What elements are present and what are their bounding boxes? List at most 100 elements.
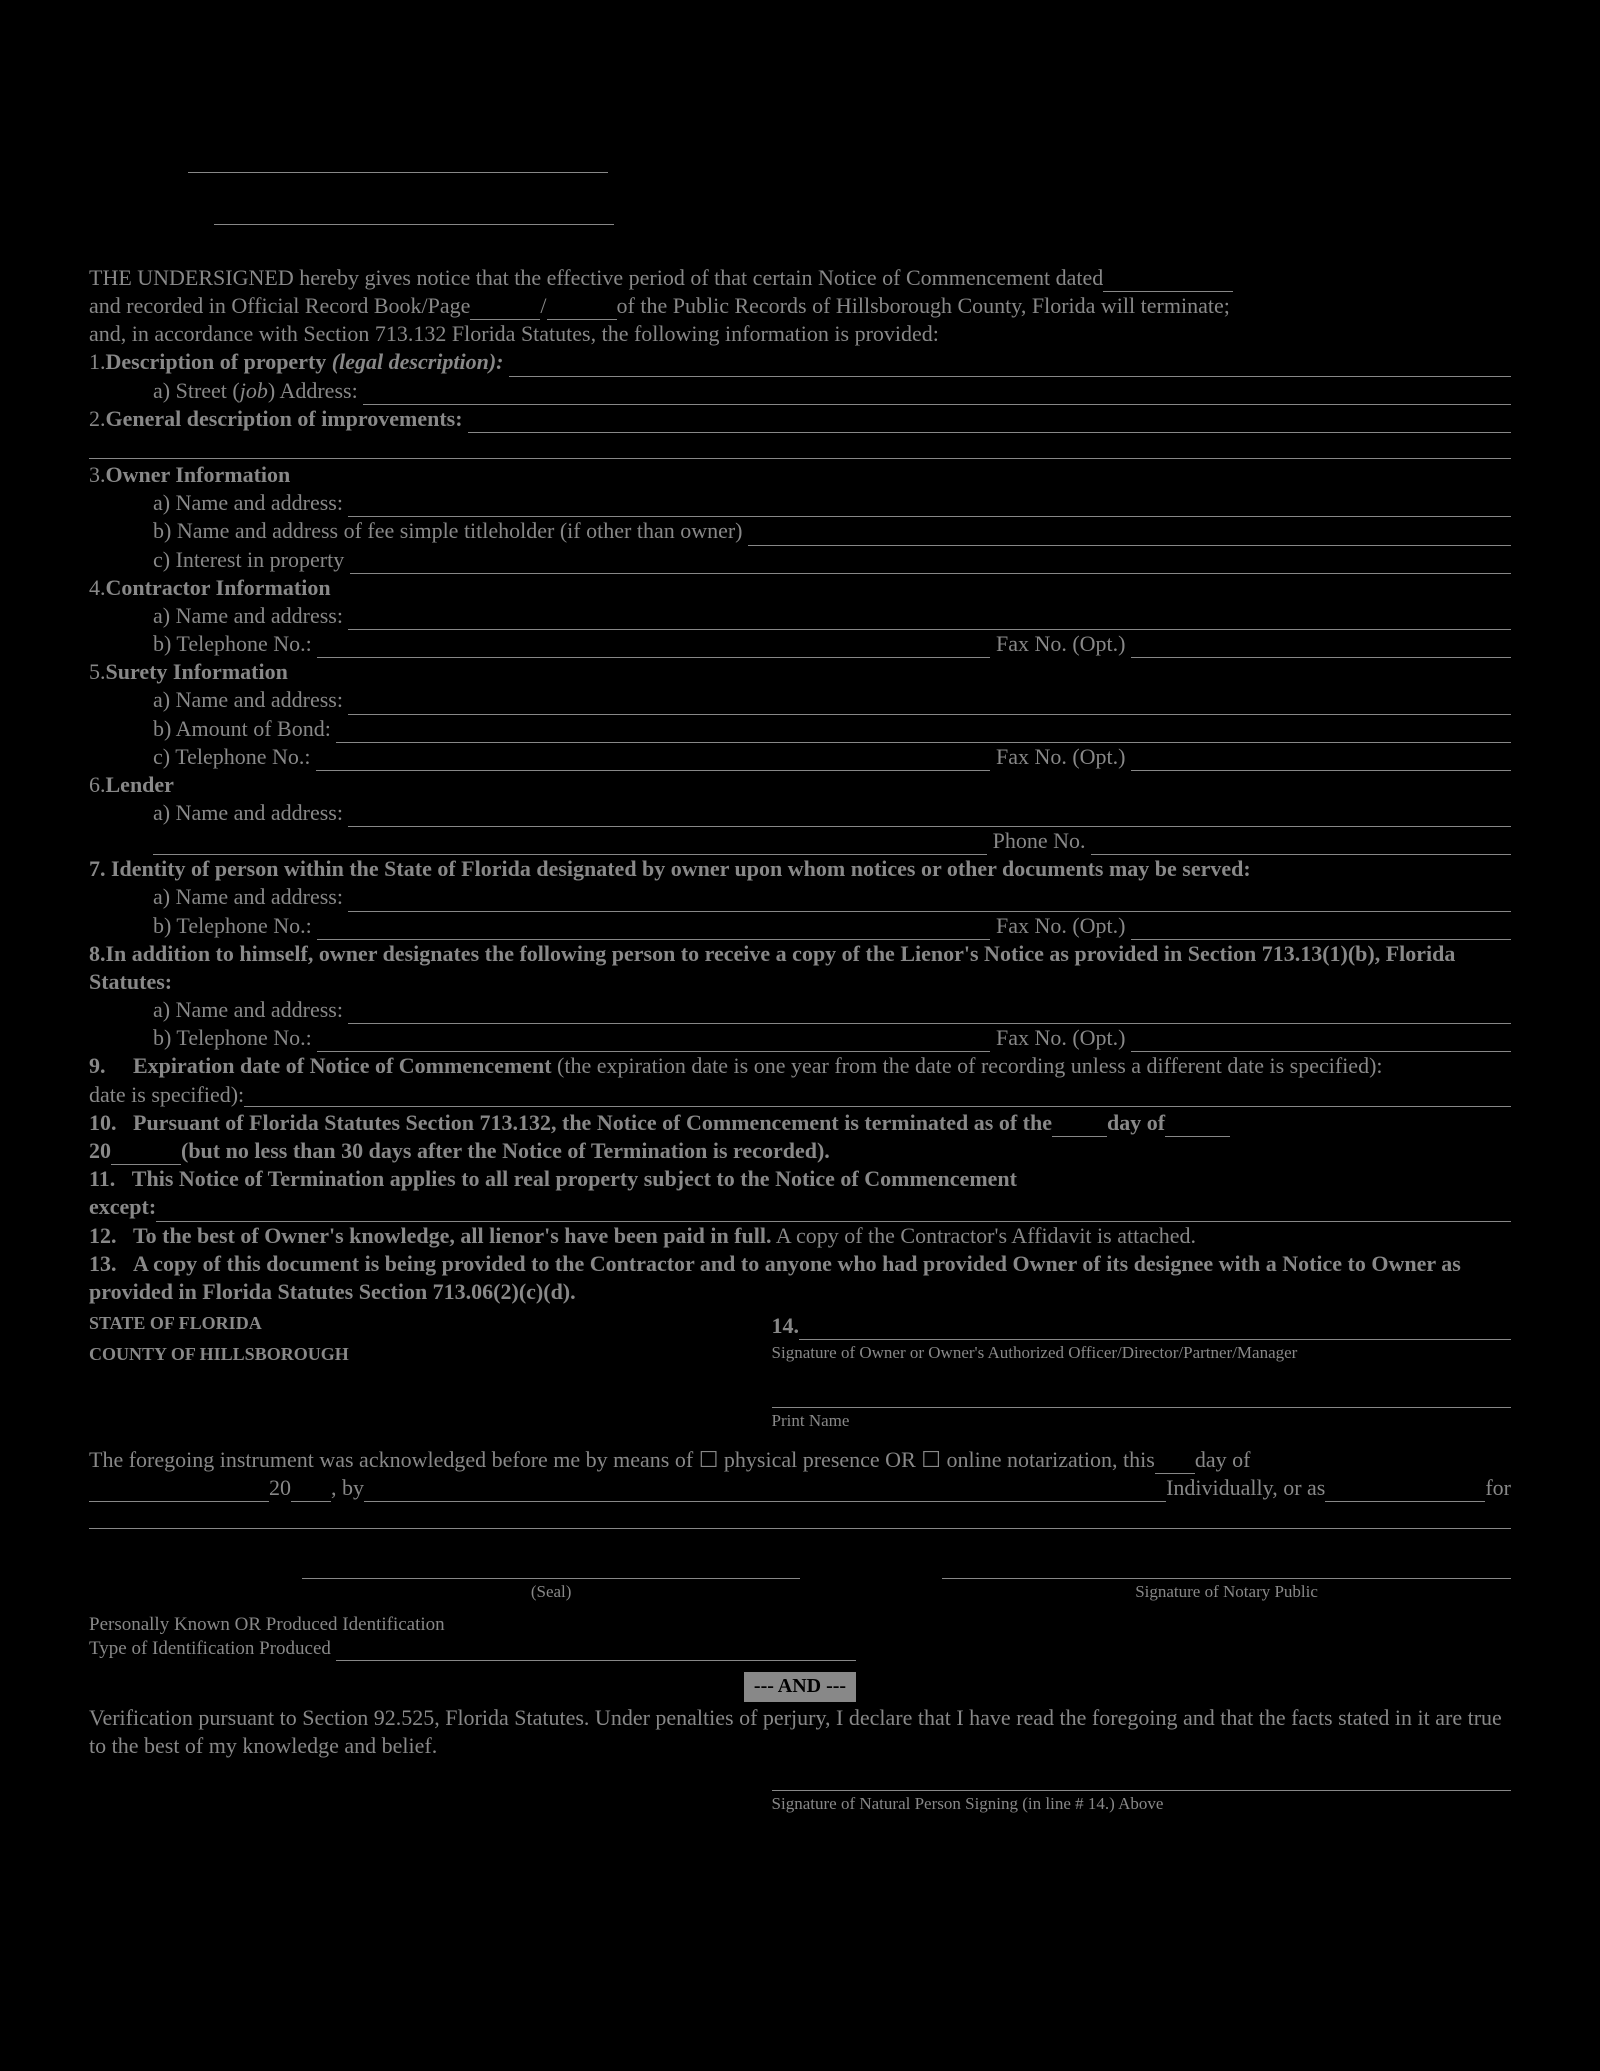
item-3a-field[interactable]: [348, 493, 1511, 517]
ack-year-field[interactable]: [291, 1478, 331, 1502]
item-1a-field[interactable]: [363, 381, 1511, 405]
item-10-day-field[interactable]: [1052, 1113, 1107, 1137]
item-6a: a) Name and address:: [89, 799, 1511, 827]
intro-line2: and recorded in Official Record Book/Pag…: [89, 292, 1511, 320]
item-9: 9. Expiration date of Notice of Commence…: [89, 1052, 1511, 1080]
seal-field[interactable]: [302, 1553, 800, 1579]
print-name-field[interactable]: [772, 1382, 1511, 1408]
item-3: 3.Owner Information: [89, 461, 1511, 489]
item-10-year-field[interactable]: [111, 1141, 181, 1165]
intro-book-field[interactable]: [470, 296, 540, 320]
folio-label: Tax Folio No.: [91, 199, 214, 225]
item-8: 8.In addition to himself, owner designat…: [89, 940, 1511, 996]
item-5a: a) Name and address:: [89, 686, 1511, 714]
and-separator: --- AND ---: [89, 1671, 1511, 1702]
item-4: 4.Contractor Information: [89, 574, 1511, 602]
header-left-cell: NOTICE OF TERMINATION (of Notice of Comm…: [71, 75, 800, 255]
title-main: NOTICE OF TERMINATION: [91, 91, 431, 120]
item-5c-fax-field[interactable]: [1131, 747, 1511, 771]
header-right-cell: [800, 75, 1529, 255]
verification-sig-block: Signature of Natural Person Signing (in …: [772, 1764, 1511, 1814]
item-8b: b) Telephone No.: Fax No. (Opt.): [89, 1024, 1511, 1052]
item-4a: a) Name and address:: [89, 602, 1511, 630]
item-5b-field[interactable]: [336, 719, 1511, 743]
ack-line1: The foregoing instrument was acknowledge…: [89, 1446, 1511, 1474]
item-8b-fax-field[interactable]: [1131, 1028, 1511, 1052]
ack-capacity-field[interactable]: [1325, 1478, 1485, 1502]
ack-month-field[interactable]: [89, 1478, 269, 1502]
item-1: 1.Description of property (legal descrip…: [89, 348, 1511, 376]
folio-row: Tax Folio No.: [91, 199, 777, 225]
signature-block: 14. Signature of Owner or Owner's Author…: [772, 1312, 1511, 1432]
item-10b: 20 (but no less than 30 days after the N…: [89, 1137, 1511, 1165]
item-7: 7. Identity of person within the State o…: [89, 855, 1511, 883]
permit-field[interactable]: [188, 149, 608, 173]
item-4a-field[interactable]: [348, 606, 1511, 630]
outer-frame: NOTICE OF TERMINATION (of Notice of Comm…: [55, 59, 1545, 1844]
item-4b-fax-field[interactable]: [1131, 634, 1511, 658]
item-7a: a) Name and address:: [89, 883, 1511, 911]
item-5a-field[interactable]: [348, 690, 1511, 714]
item-6: 6.Lender: [89, 771, 1511, 799]
item-8b-tel-field[interactable]: [317, 1028, 990, 1052]
item-9-field[interactable]: [244, 1083, 1511, 1107]
verification-signature-field[interactable]: [772, 1764, 1511, 1790]
state-label: STATE OF FLORIDA: [89, 1312, 772, 1335]
item-8a-field[interactable]: [348, 1000, 1511, 1024]
ack-name-field[interactable]: [364, 1478, 1166, 1502]
item-5c-tel-field[interactable]: [316, 747, 990, 771]
intro-date-field[interactable]: [1103, 268, 1233, 292]
id-type-field[interactable]: [336, 1640, 856, 1661]
form-body: THE UNDERSIGNED hereby gives notice that…: [71, 258, 1529, 1828]
title-sub: (of Notice of Commencement): [431, 98, 665, 118]
item-7a-field[interactable]: [348, 887, 1511, 911]
id-known-line: Personally Known OR Produced Identificat…: [89, 1613, 1511, 1637]
verification-sig-row: Signature of Natural Person Signing (in …: [89, 1764, 1511, 1814]
seal-label: (Seal): [302, 1581, 800, 1603]
intro-text-2c: of the Public Records of Hillsborough Co…: [617, 292, 1230, 320]
ack-for-field[interactable]: [89, 1504, 1511, 1528]
seal-row: (Seal) Signature of Notary Public: [89, 1553, 1511, 1603]
item-11-field[interactable]: [156, 1197, 1511, 1221]
intro-page-field[interactable]: [547, 296, 617, 320]
owner-signature-field[interactable]: [799, 1316, 1511, 1340]
item-3b: b) Name and address of fee simple titleh…: [89, 517, 1511, 545]
item-10-month-field[interactable]: [1165, 1113, 1230, 1137]
item-1-field[interactable]: [509, 352, 1511, 376]
item-5c: c) Telephone No.: Fax No. (Opt.): [89, 743, 1511, 771]
folio-field[interactable]: [214, 201, 614, 225]
notary-signature-field[interactable]: [942, 1553, 1511, 1579]
form-title: NOTICE OF TERMINATION (of Notice of Comm…: [91, 91, 777, 121]
seal-block: (Seal): [302, 1553, 800, 1603]
item-3c-field[interactable]: [350, 550, 1511, 574]
item-6-addr2-field[interactable]: [153, 831, 987, 855]
page-background: Rev form: 6/7/2021 NOTICE OF TERMINATION…: [0, 0, 1600, 1914]
item-13: 13. A copy of this document is being pro…: [89, 1250, 1511, 1306]
item-7b-tel-field[interactable]: [317, 916, 990, 940]
revision-note: Rev form: 6/7/2021: [59, 30, 1545, 51]
header-row: NOTICE OF TERMINATION (of Notice of Comm…: [71, 75, 1529, 258]
permit-row: Permit No.: [91, 147, 777, 173]
inner-frame: NOTICE OF TERMINATION (of Notice of Comm…: [68, 72, 1532, 1831]
owner-signature-label: Signature of Owner or Owner's Authorized…: [772, 1342, 1511, 1364]
notary-state-block: STATE OF FLORIDA COUNTY OF HILLSBOROUGH: [89, 1312, 772, 1432]
item-2-field[interactable]: [468, 409, 1511, 433]
item-4b-tel-field[interactable]: [317, 634, 990, 658]
notary-sig-block: Signature of Notary Public: [942, 1553, 1511, 1603]
item-10: 10. Pursuant of Florida Statutes Section…: [89, 1109, 1511, 1137]
item-6-phone: Phone No.: [89, 827, 1511, 855]
ack-day-field[interactable]: [1155, 1450, 1195, 1474]
item-9-date-row: date is specified):: [89, 1079, 1511, 1107]
item-6-phone-field[interactable]: [1091, 831, 1511, 855]
item-11: 11. This Notice of Termination applies t…: [89, 1165, 1511, 1193]
item-3c: c) Interest in property: [89, 546, 1511, 574]
item-11-except: except:: [89, 1193, 1511, 1221]
item-3b-field[interactable]: [748, 521, 1511, 545]
item-2-line2[interactable]: [89, 435, 1511, 459]
item-6a-field[interactable]: [348, 803, 1511, 827]
ack-line2: 20 , by Individually, or as for: [89, 1474, 1511, 1502]
print-name-label: Print Name: [772, 1410, 1511, 1432]
item-5b: b) Amount of Bond:: [89, 715, 1511, 743]
item-7b-fax-field[interactable]: [1131, 916, 1511, 940]
item-4b: b) Telephone No.: Fax No. (Opt.): [89, 630, 1511, 658]
